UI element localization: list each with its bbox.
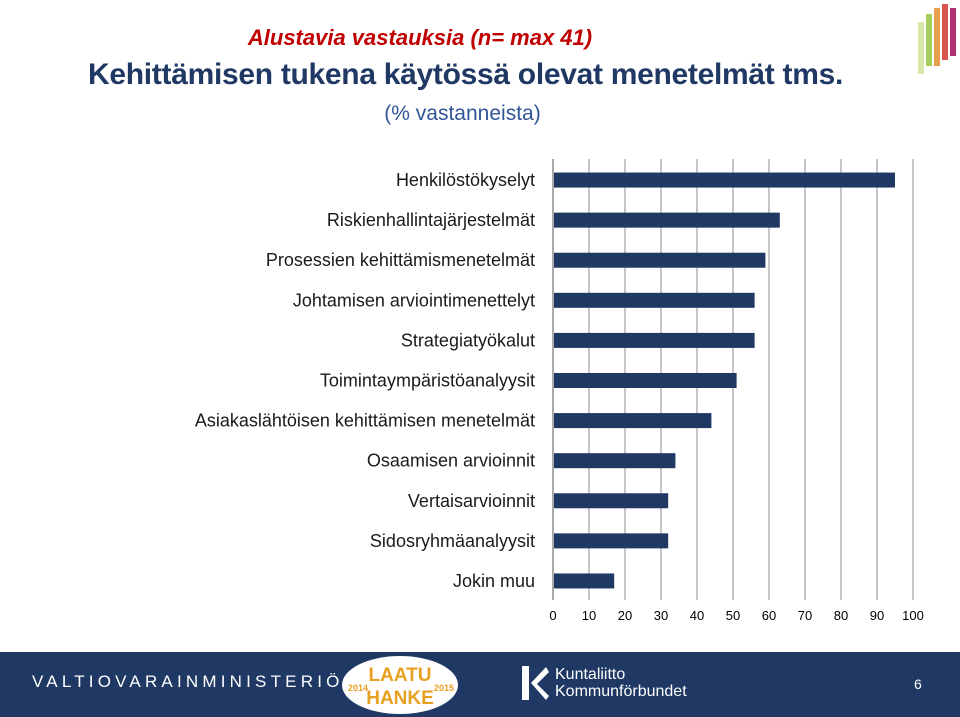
bar bbox=[554, 493, 669, 509]
x-tick-label: 100 bbox=[902, 608, 924, 623]
page-number: 6 bbox=[914, 676, 922, 692]
category-label: Strategiatyökalut bbox=[401, 330, 535, 350]
kuntaliitto-wordmark: Kuntaliitto Kommunförbundet bbox=[555, 666, 687, 700]
category-label: Riskienhallintajärjestelmät bbox=[327, 210, 535, 230]
hanke-word: HANKE bbox=[366, 688, 434, 709]
bar bbox=[554, 373, 737, 388]
sample-note: Alustavia vastauksia (n= max 41) bbox=[247, 25, 593, 50]
kunta-line-1: Kuntaliitto bbox=[555, 666, 626, 683]
category-label: Toimintaympäristöanalyysit bbox=[320, 371, 535, 391]
laatu-year-right: 2015 bbox=[434, 683, 454, 693]
category-label: Prosessien kehittämismenetelmät bbox=[266, 250, 535, 270]
kuntaliitto-icon bbox=[522, 666, 549, 700]
category-label: Asiakaslähtöisen kehittämisen menetelmät bbox=[195, 411, 535, 431]
bar bbox=[554, 292, 755, 308]
bar-chart: 0 10 20 30 40 50 60 70 80 90 100 Henkilöstökyselyt R… bbox=[195, 159, 924, 623]
category-label: Johtamisen arviointimenettelyt bbox=[293, 290, 535, 310]
bar bbox=[554, 212, 780, 228]
bar bbox=[554, 573, 615, 589]
x-tick-label: 20 bbox=[618, 608, 632, 623]
chart-unit-subtitle: (% vastanneista) bbox=[384, 102, 541, 125]
page-title: Kehittämisen tukena käytössä olevat mene… bbox=[88, 58, 843, 91]
x-tick-label: 90 bbox=[870, 608, 884, 623]
x-tick-label: 10 bbox=[582, 608, 596, 623]
category-label: Osaamisen arvioinnit bbox=[367, 451, 535, 471]
x-tick-label: 50 bbox=[726, 608, 740, 623]
bar bbox=[554, 453, 676, 469]
bar bbox=[554, 332, 755, 348]
bar bbox=[554, 533, 669, 549]
x-tick-label: 70 bbox=[798, 608, 812, 623]
x-tick-label: 60 bbox=[762, 608, 776, 623]
laatu-year-left: 2014 bbox=[348, 683, 368, 693]
x-tick-label: 40 bbox=[690, 608, 704, 623]
bar bbox=[554, 413, 712, 429]
x-tick-label: 30 bbox=[654, 608, 668, 623]
bar bbox=[554, 172, 895, 188]
category-label: Henkilöstökyselyt bbox=[396, 170, 535, 190]
x-tick-label: 80 bbox=[834, 608, 848, 623]
laatu-word: LAATU bbox=[369, 665, 432, 686]
decorative-bars-icon bbox=[918, 4, 956, 74]
category-label: Sidosryhmäanalyysit bbox=[370, 531, 535, 551]
bar bbox=[554, 252, 766, 268]
laatu-hanke-logo: LAATU HANKE 2014 2015 bbox=[342, 656, 458, 714]
category-label: Jokin muu bbox=[453, 571, 535, 591]
x-tick-label: 0 bbox=[549, 608, 556, 623]
kunta-line-2: Kommunförbundet bbox=[555, 683, 687, 700]
footer-bar: VALTIOVARAINMINISTERIÖ LAATU HANKE 2014 … bbox=[0, 652, 960, 717]
ministry-name: VALTIOVARAINMINISTERIÖ bbox=[32, 672, 344, 691]
category-label: Vertaisarvioinnit bbox=[408, 491, 535, 511]
